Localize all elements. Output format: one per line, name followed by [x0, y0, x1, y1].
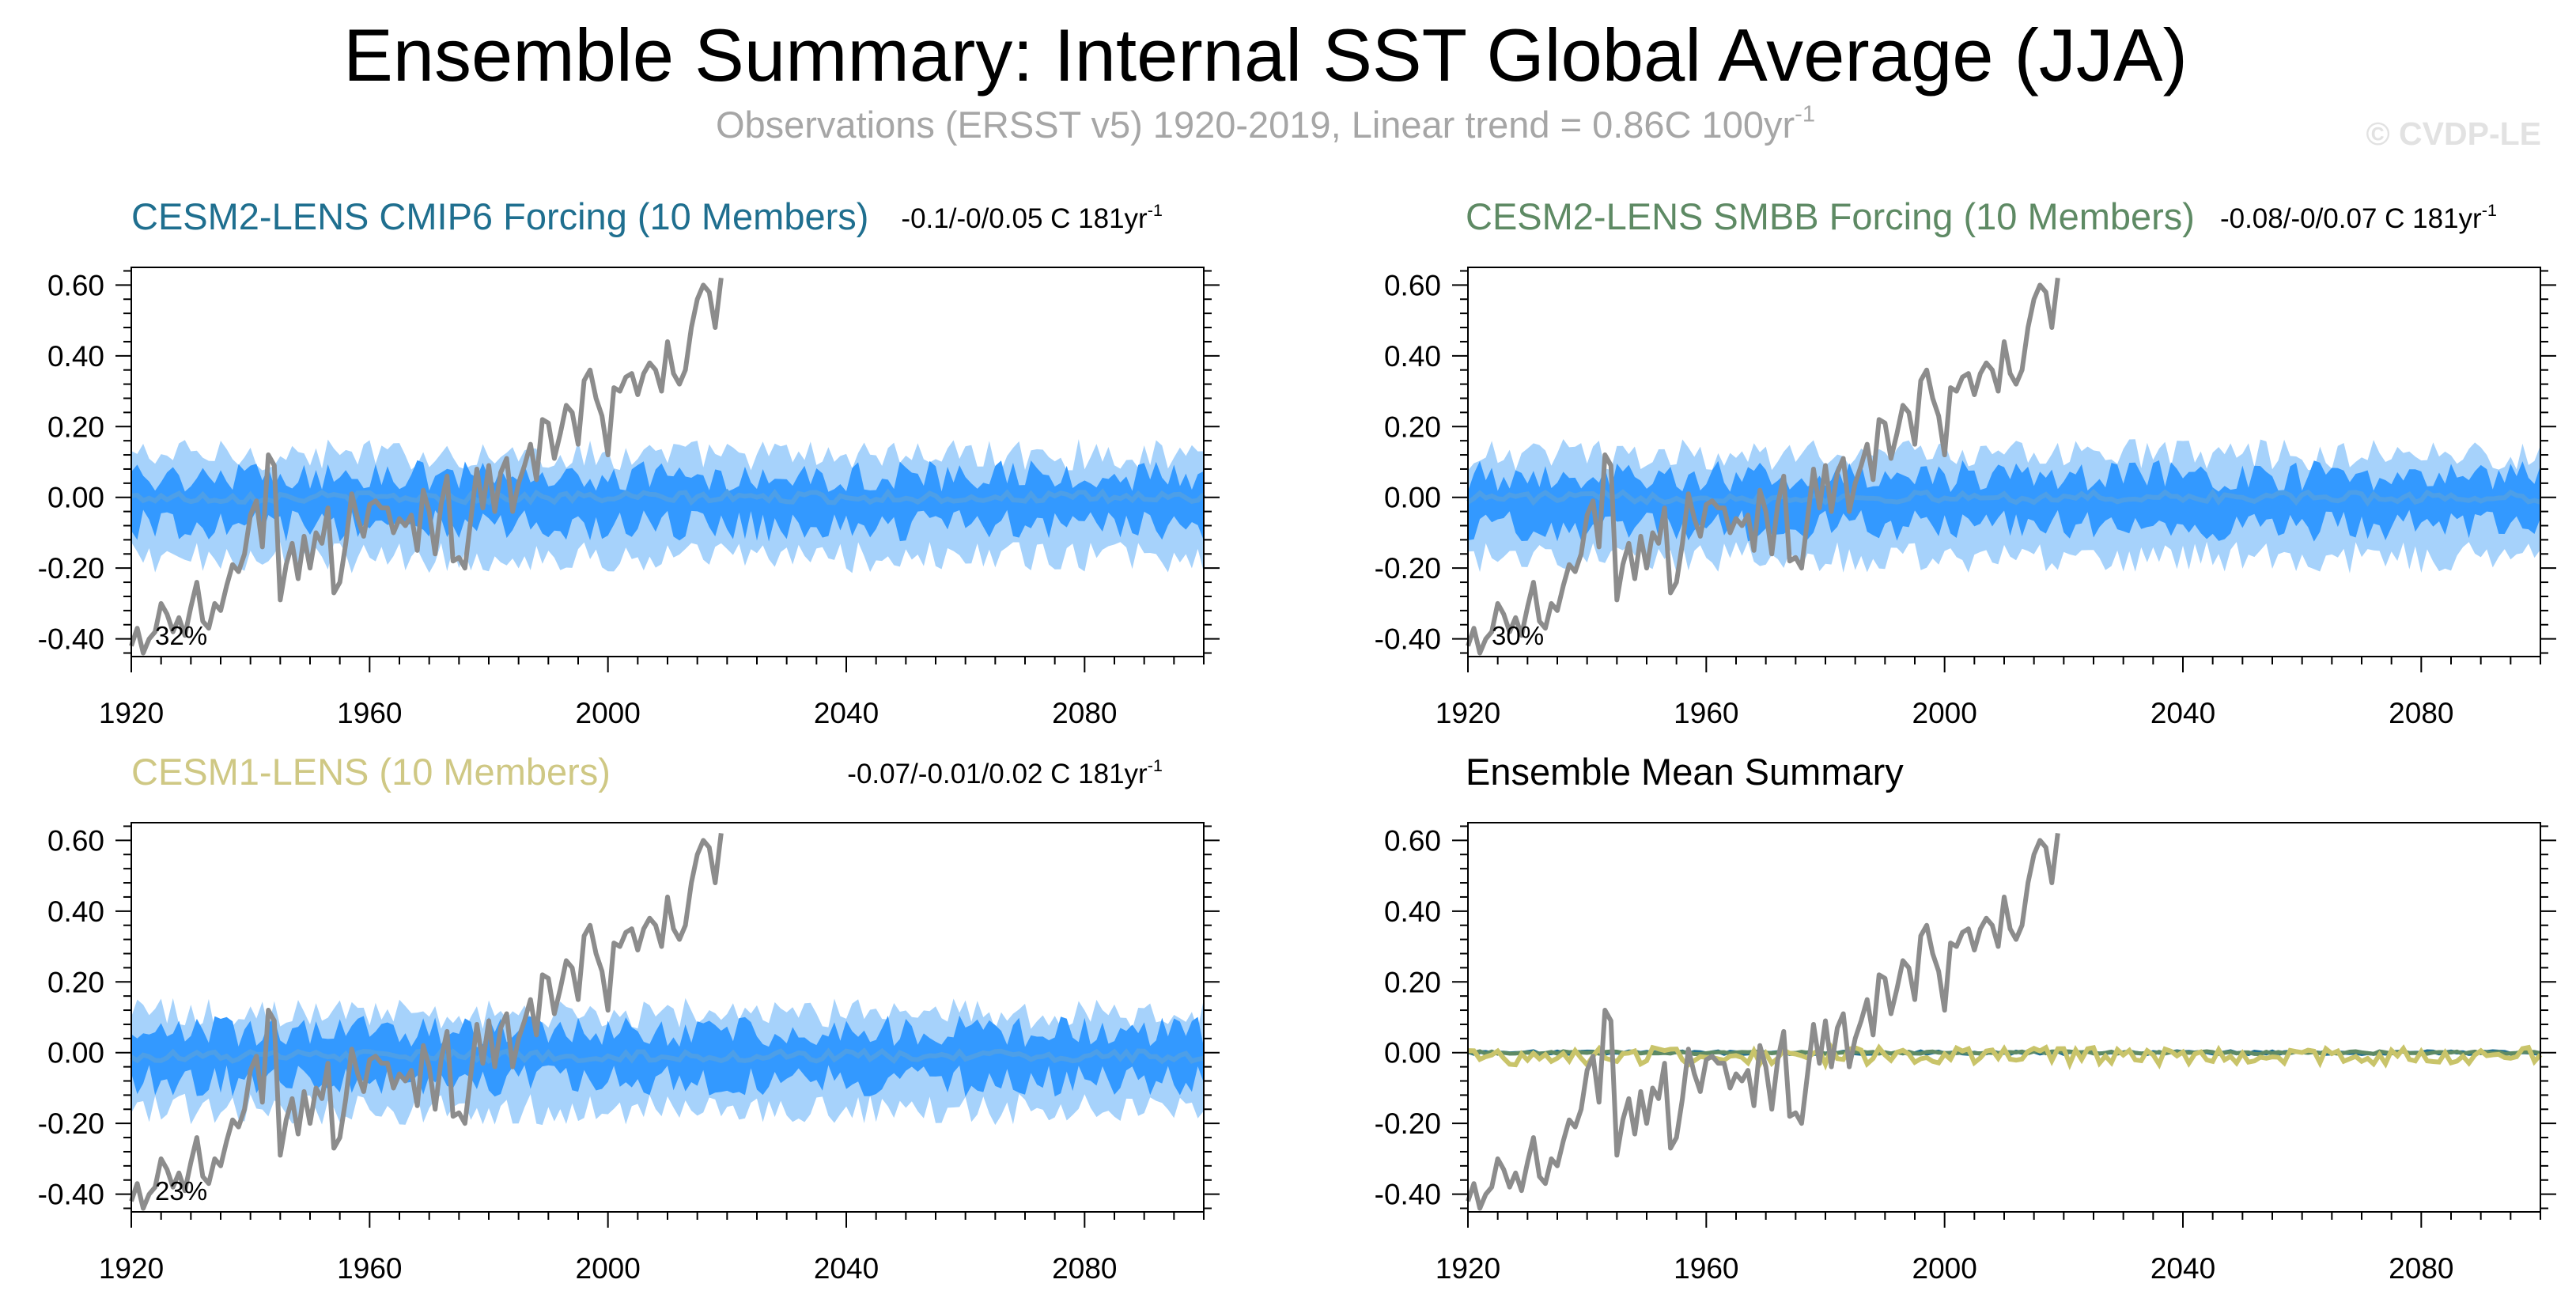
- panel-title-cmip6: CESM2-LENS CMIP6 Forcing (10 Members): [131, 195, 869, 237]
- ensemble-mean-line: [1466, 488, 2541, 507]
- y-tick-label: -0.40: [1375, 1179, 1441, 1211]
- y-tick-label: 0.60: [47, 824, 104, 857]
- x-tick-label: 1960: [1674, 697, 1738, 729]
- x-tick-label: 2080: [2389, 697, 2453, 729]
- panel-title-cesm1: CESM1-LENS (10 Members): [131, 751, 611, 793]
- x-tick-label: 2000: [576, 1252, 641, 1285]
- plot-frame: [1467, 822, 2541, 1213]
- y-tick-label: 0.60: [1384, 269, 1441, 301]
- panel-stat-cmip6-exponent: -1: [1147, 199, 1163, 220]
- x-tick-label: 2080: [1052, 697, 1117, 729]
- ensemble-mean-line: [131, 488, 1206, 507]
- y-tick-label: 0.40: [1384, 895, 1441, 928]
- y-tick-label: -0.20: [1375, 1107, 1441, 1140]
- x-tick-label: 1960: [337, 697, 402, 729]
- y-tick-label: 0.40: [47, 340, 104, 373]
- subtitle-text: Observations (ERSST v5) 1920-2019, Linea…: [715, 104, 1795, 146]
- observations-line: [1466, 833, 2060, 1211]
- x-tick-label: 1960: [337, 1252, 402, 1285]
- y-tick-label: 0.40: [47, 895, 104, 928]
- panel-1: 0.60 0.40 0.20 0.00 -0.20 -0.40 1920 1960 2000 20…: [38, 267, 1220, 729]
- y-tick-label: -0.20: [1375, 552, 1441, 585]
- panel-stat-smbb: -0.08/-0/0.07 C 181yr-1: [2219, 199, 2497, 236]
- panel-3: 0.60 0.40 0.20 0.00 -0.20 -0.40 1920 1960 2000 20…: [38, 822, 1220, 1285]
- y-tick-label: -0.20: [38, 1107, 104, 1140]
- panel-stat-cesm1: -0.07/-0.01/0.02 C 181yr-1: [847, 755, 1163, 791]
- y-tick-label: 0.20: [1384, 411, 1441, 443]
- observations-line: [129, 278, 724, 656]
- watermark-label: © CVDP-LE: [2366, 115, 2541, 152]
- x-tick-label: 2040: [2150, 1252, 2215, 1285]
- figure-subtitle: Observations (ERSST v5) 1920-2019, Linea…: [0, 103, 2531, 147]
- panel-4: 0.60 0.40 0.20 0.00 -0.20 -0.40 1920 1960 2000 20…: [1375, 822, 2556, 1285]
- panel-stat-cesm1-text: -0.07/-0.01/0.02 C 181yr: [847, 759, 1148, 789]
- x-tick-label: 1920: [1436, 697, 1500, 729]
- observations-line: [1466, 278, 2060, 656]
- x-tick-label: 1960: [1674, 1252, 1738, 1285]
- x-tick-label: 2080: [1052, 1252, 1117, 1285]
- y-tick-label: 0.00: [1384, 1037, 1441, 1069]
- y-tick-label: -0.20: [38, 552, 104, 585]
- y-tick-label: 0.40: [1384, 340, 1441, 373]
- y-tick-label: 0.00: [1384, 482, 1441, 514]
- subtitle-exponent: -1: [1795, 101, 1816, 127]
- ensemble-mean-cesm1-line: [1467, 1042, 2543, 1071]
- panel-stat-smbb-text: -0.08/-0/0.07 C 181yr: [2219, 203, 2482, 234]
- x-tick-label: 1920: [1436, 1252, 1500, 1285]
- percent-label: 30%: [1492, 621, 1544, 650]
- y-tick-label: 0.20: [47, 411, 104, 443]
- y-tick-label: 0.20: [47, 966, 104, 998]
- panel-stat-cesm1-exponent: -1: [1147, 755, 1163, 775]
- panel-2: 0.60 0.40 0.20 0.00 -0.20 -0.40 1920 1960 2000 20…: [1375, 267, 2556, 729]
- y-tick-label: -0.40: [38, 1179, 104, 1211]
- y-tick-label: -0.40: [38, 623, 104, 656]
- panel-title-smbb: CESM2-LENS SMBB Forcing (10 Members): [1466, 195, 2195, 237]
- y-tick-label: -0.40: [1375, 623, 1441, 656]
- panel-title-mean-summary: Ensemble Mean Summary: [1466, 751, 1904, 793]
- x-tick-label: 2000: [1912, 1252, 1977, 1285]
- percent-label: 32%: [155, 621, 207, 650]
- x-tick-label: 2040: [2150, 697, 2215, 729]
- panel-stat-cmip6-text: -0.1/-0/0.05 C 181yr: [901, 203, 1148, 234]
- ensemble-mean-line: [130, 1047, 1205, 1066]
- y-tick-label: 0.60: [47, 269, 104, 301]
- x-tick-label: 2000: [1912, 697, 1977, 729]
- percent-label: 23%: [155, 1176, 207, 1206]
- panel-stat-cmip6: -0.1/-0/0.05 C 181yr-1: [901, 199, 1163, 236]
- observations-line: [129, 833, 724, 1211]
- y-tick-label: 0.00: [47, 482, 104, 514]
- y-tick-label: 0.60: [1384, 824, 1441, 857]
- y-tick-label: 0.00: [47, 1037, 104, 1069]
- x-tick-label: 1920: [99, 697, 164, 729]
- y-tick-label: 0.20: [1384, 966, 1441, 998]
- x-tick-label: 2000: [576, 697, 641, 729]
- panel-stat-smbb-exponent: -1: [2481, 199, 2497, 220]
- x-tick-label: 2040: [814, 1252, 879, 1285]
- x-tick-label: 1920: [99, 1252, 164, 1285]
- figure-title: Ensemble Summary: Internal SST Global Av…: [343, 13, 2188, 97]
- x-tick-label: 2040: [814, 697, 879, 729]
- x-tick-label: 2080: [2389, 1252, 2453, 1285]
